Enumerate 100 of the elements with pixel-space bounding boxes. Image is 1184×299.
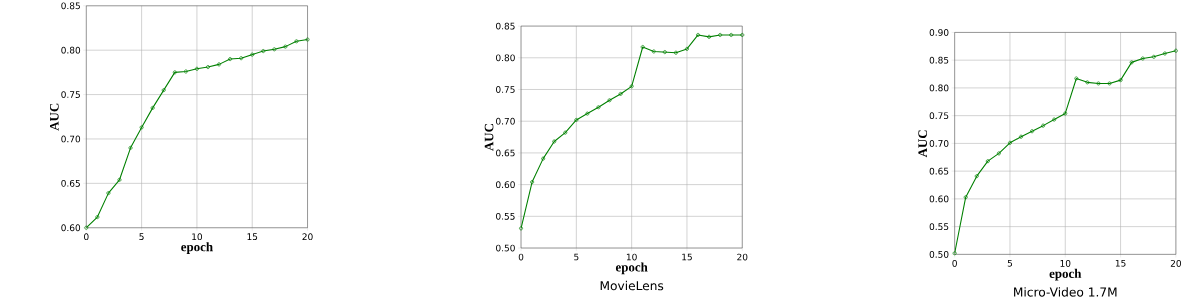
y-tick-label: 0.70 [61,135,81,143]
point [194,66,199,71]
x-tick-label: 0 [84,233,89,241]
y-tick-label: 0.60 [496,181,515,188]
point [685,46,689,51]
point [629,84,634,89]
point [729,33,734,37]
x-tick-label: 10 [192,233,203,241]
point [662,50,667,55]
point [272,47,277,52]
x-tick-label: 20 [302,233,313,241]
y-tick-label: 0.80 [496,54,515,62]
point [261,49,266,53]
point [985,159,990,164]
point [640,45,645,49]
point [128,145,133,150]
text: MovieLens [600,280,664,291]
point [1129,60,1134,65]
y-tick-label: 0.85 [61,2,80,10]
text: Micro-Video 1.7M [1014,287,1117,297]
point [161,88,166,93]
point [1118,78,1123,83]
y-axis-title: AUC [918,130,928,158]
point [1140,56,1145,61]
point [1052,117,1057,122]
point [150,105,155,110]
x-tick-label: 0 [518,253,524,261]
x-tick-label: 5 [574,253,579,261]
y-tick-label: 0.70 [496,117,515,125]
point [530,180,535,185]
x-tick-label: 0 [952,259,957,267]
point [172,70,177,75]
y-tick-label: 0.75 [61,91,80,98]
point [707,34,712,39]
point [596,105,601,110]
y-tick-label: 0.75 [929,112,949,120]
y-tick-label: 0.65 [61,179,80,187]
x-tick-label: 10 [626,253,637,261]
point [139,125,144,130]
point [239,56,244,61]
point [95,215,100,220]
point [250,52,255,57]
point [228,57,233,61]
point [1162,51,1167,56]
point [574,117,579,122]
y-tick-label: 0.90 [929,29,949,36]
point [183,69,188,74]
point [618,91,623,96]
y-tick-label: 0.60 [61,224,81,232]
point [1085,80,1090,85]
point [552,139,557,144]
y-tick-label: 0.60 [929,195,949,203]
point [1074,76,1079,81]
y-tick-label: 0.50 [929,250,949,258]
y-tick-label: 0.85 [496,22,515,30]
x-tick-label: 5 [1007,259,1013,267]
point [206,65,210,69]
y-tick-label: 0.80 [61,46,81,54]
point [1008,140,1012,145]
point [1030,129,1035,134]
y-axis-title: AUC [484,124,494,151]
point [217,62,221,67]
x-axis-title: epoch [181,242,213,254]
point [1019,134,1023,139]
point [974,174,979,179]
y-tick-label: 0.50 [496,244,515,252]
point [1151,54,1156,59]
point [1063,111,1068,116]
y-tick-label: 0.65 [496,149,515,157]
y-axis-title: AUC [49,103,59,131]
point [651,49,656,54]
point [117,177,122,182]
x-tick-label: 5 [139,233,144,240]
x-axis-title: epoch [1049,268,1082,281]
point [585,111,590,116]
y-tick-label: 0.75 [496,86,515,93]
point [696,33,700,37]
x-tick-label: 20 [737,253,748,261]
x-tick-label: 15 [247,233,258,240]
point [1107,81,1112,86]
y-tick-label: 0.70 [929,139,949,147]
point [294,39,299,44]
y-tick-label: 0.80 [929,84,949,92]
point [718,33,723,37]
x-tick-label: 15 [1115,259,1126,267]
point [106,191,111,196]
x-tick-label: 10 [1060,259,1071,267]
point [607,98,612,103]
x-tick-label: 15 [682,253,692,261]
y-tick-label: 0.85 [929,56,949,64]
x-tick-label: 20 [1170,259,1181,267]
y-tick-label: 0.65 [929,167,949,175]
point [1096,81,1101,86]
point [963,195,968,200]
point [673,50,678,55]
x-axis-title: epoch [615,262,648,275]
point [563,130,568,135]
y-tick-label: 0.55 [929,223,949,230]
point [1041,123,1046,128]
point [541,156,546,161]
